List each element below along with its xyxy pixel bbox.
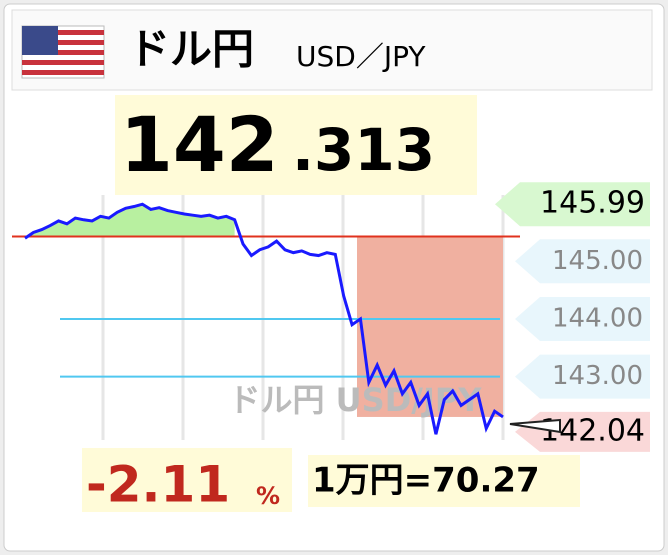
flag bbox=[21, 25, 105, 79]
change-bg bbox=[82, 448, 292, 512]
pair: USD／JPY bbox=[296, 40, 426, 73]
gain-area bbox=[25, 204, 235, 237]
conversion: 1万円=70.27 bbox=[312, 461, 540, 501]
price-int: 142 bbox=[120, 100, 279, 189]
title: ドル円 bbox=[128, 25, 254, 74]
y-tick-label: 143.00 bbox=[552, 361, 643, 391]
high-label: 145.99 bbox=[540, 186, 645, 221]
y-tick-label: 145.00 bbox=[552, 246, 643, 276]
change-unit: % bbox=[256, 482, 280, 510]
price-bg bbox=[115, 95, 477, 195]
change: -2.11 bbox=[86, 456, 230, 514]
tick-bg bbox=[515, 354, 650, 399]
price-line bbox=[24, 202, 504, 435]
high-bg bbox=[495, 182, 650, 227]
y-tick-label: 144.00 bbox=[552, 303, 643, 333]
current-arrow bbox=[509, 418, 561, 434]
conv-bg bbox=[308, 455, 580, 507]
header-bar bbox=[11, 9, 653, 91]
loss-area bbox=[357, 236, 503, 417]
price-dec: .313 bbox=[292, 116, 435, 184]
tick-bg bbox=[515, 239, 650, 284]
tick-bg bbox=[515, 296, 650, 341]
